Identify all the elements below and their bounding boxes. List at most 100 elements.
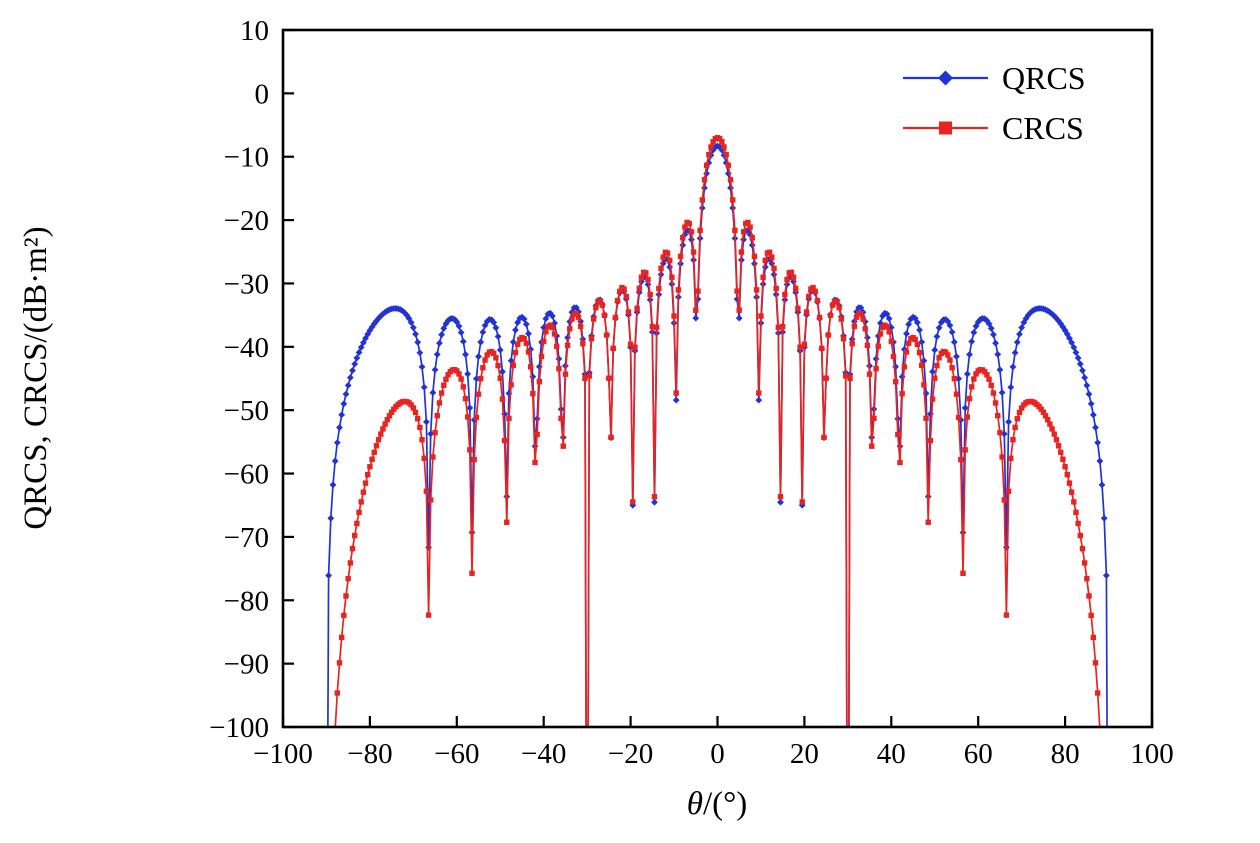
qrcs-marker-diamond-icon: [418, 363, 426, 371]
crcs-marker-square-icon: [680, 235, 686, 241]
crcs-marker-square-icon: [884, 323, 890, 330]
crcs-marker-square-icon: [1060, 456, 1066, 462]
qrcs-marker-diamond-icon: [755, 396, 763, 404]
crcs-marker-square-icon: [725, 162, 732, 168]
crcs-marker-square-icon: [599, 302, 606, 308]
crcs-marker-square-icon: [734, 288, 740, 294]
qrcs-marker-diamond-icon: [987, 324, 995, 332]
crcs-marker-square-icon: [1066, 480, 1073, 486]
crcs-marker-square-icon: [551, 331, 558, 337]
crcs-marker-square-icon: [354, 520, 360, 527]
crcs-marker-square-icon: [782, 291, 788, 298]
crcs-marker-square-icon: [934, 362, 940, 369]
crcs-marker-square-icon: [484, 352, 490, 358]
crcs-marker-square-icon: [1094, 690, 1101, 696]
qrcs-marker-diamond-icon: [1013, 338, 1021, 346]
crcs-marker-square-icon: [803, 309, 810, 315]
crcs-marker-square-icon: [549, 324, 556, 331]
crcs-marker-square-icon: [501, 437, 508, 444]
crcs-marker-square-icon: [849, 340, 855, 347]
crcs-marker-square-icon: [667, 257, 673, 264]
qrcs-marker-diamond-icon: [920, 357, 928, 365]
crcs-marker-square-icon: [877, 331, 884, 337]
crcs-marker-square-icon: [1086, 593, 1092, 599]
crcs-marker-square-icon: [903, 349, 910, 355]
crcs-marker-square-icon: [575, 314, 582, 320]
crcs-marker-square-icon: [716, 136, 723, 142]
qrcs-marker-diamond-icon: [994, 350, 1002, 358]
crcs-marker-square-icon: [577, 323, 584, 330]
crcs-marker-square-icon: [1064, 471, 1070, 478]
qrcs-marker-diamond-icon: [429, 389, 437, 396]
crcs-marker-square-icon: [462, 395, 469, 402]
crcs-marker-square-icon: [751, 253, 758, 260]
crcs-marker-square-icon: [899, 390, 905, 397]
qrcs-marker-diamond-icon: [998, 389, 1006, 396]
crcs-marker-square-icon: [1088, 612, 1094, 619]
crcs-marker-square-icon: [632, 344, 638, 350]
crcs-marker-square-icon: [723, 151, 729, 158]
crcs-marker-square-icon: [558, 415, 564, 422]
crcs-marker-square-icon: [491, 350, 497, 357]
crcs-marker-square-icon: [536, 378, 543, 385]
crcs-marker-square-icon: [386, 413, 393, 419]
qrcs-marker-diamond-icon: [488, 316, 495, 324]
qrcs-marker-diamond-icon: [340, 400, 348, 408]
qrcs-marker-diamond-icon: [420, 383, 428, 391]
crcs-marker-square-icon: [510, 362, 516, 369]
qrcs-marker-diamond-icon: [990, 331, 997, 339]
crcs-marker-square-icon: [1090, 634, 1097, 641]
crcs-marker-square-icon: [836, 305, 842, 311]
crcs-marker-square-icon: [414, 416, 421, 422]
crcs-marker-square-icon: [999, 454, 1005, 460]
crcs-marker-square-icon: [821, 434, 827, 440]
qrcs-marker-diamond-icon: [935, 324, 943, 332]
qrcs-marker-diamond-icon: [409, 324, 417, 332]
qrcs-marker-diamond-icon: [353, 354, 361, 362]
qrcs-marker-diamond-icon: [416, 349, 424, 357]
crcs-marker-square-icon: [525, 349, 532, 355]
crcs-marker-square-icon: [554, 343, 560, 350]
crcs-marker-square-icon: [955, 414, 962, 421]
x-tick-label: −80: [347, 738, 392, 770]
crcs-marker-square-icon: [1003, 612, 1010, 618]
crcs-marker-square-icon: [593, 305, 599, 311]
qrcs-marker-diamond-icon: [475, 353, 482, 360]
y-tick-label: 10: [240, 15, 269, 47]
crcs-marker-square-icon: [1047, 421, 1053, 427]
y-tick-label: −30: [224, 268, 269, 300]
crcs-marker-square-icon: [771, 265, 777, 272]
crcs-marker-square-icon: [869, 443, 875, 449]
qrcs-marker-diamond-icon: [505, 390, 513, 397]
qrcs-marker-diamond-icon: [963, 370, 971, 378]
crcs-marker-square-icon: [756, 390, 762, 396]
crcs-marker-square-icon: [521, 336, 527, 342]
crcs-marker-square-icon: [1055, 443, 1062, 449]
crcs-marker-square-icon: [469, 570, 475, 576]
x-tick-label: 0: [710, 738, 725, 770]
crcs-marker-square-icon: [810, 284, 816, 291]
crcs-marker-square-icon: [732, 227, 738, 234]
crcs-marker-square-icon: [1010, 437, 1016, 443]
crcs-marker-square-icon: [534, 431, 540, 438]
qrcs-marker-diamond-icon: [1048, 310, 1056, 318]
crcs-marker-square-icon: [814, 297, 821, 304]
crcs-marker-square-icon: [649, 323, 656, 330]
crcs-marker-square-icon: [701, 177, 708, 183]
qrcs-marker-diamond-icon: [918, 338, 926, 346]
qrcs-marker-diamond-icon: [1018, 324, 1026, 332]
qrcs-marker-diamond-icon: [1083, 382, 1091, 389]
qrcs-marker-diamond-icon: [931, 346, 939, 354]
qrcs-marker-diamond-icon: [966, 351, 973, 358]
crcs-marker-square-icon: [738, 249, 745, 255]
crcs-marker-square-icon: [512, 349, 519, 356]
crcs-marker-square-icon: [951, 376, 958, 382]
crcs-marker-square-icon: [590, 316, 597, 322]
crcs-marker-square-icon: [369, 456, 375, 462]
crcs-marker-square-icon: [588, 336, 595, 342]
crcs-marker-square-icon: [962, 447, 968, 453]
crcs-marker-square-icon: [936, 355, 942, 361]
crcs-marker-square-icon: [921, 382, 927, 388]
crcs-marker-square-icon: [762, 257, 768, 264]
